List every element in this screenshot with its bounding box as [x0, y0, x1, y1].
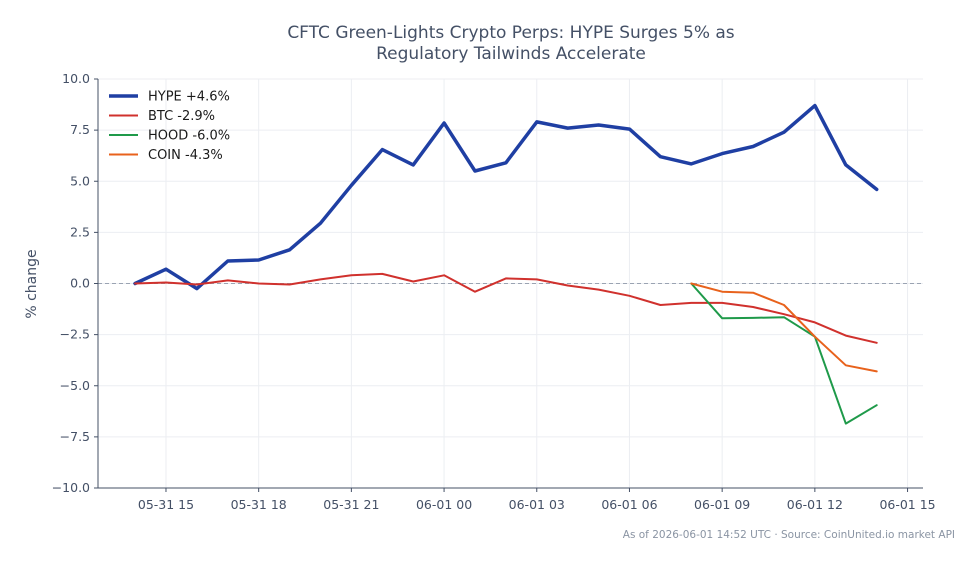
- x-tick-label-5: 06-01 06: [601, 497, 657, 512]
- chart-title-line-1: CFTC Green-Lights Crypto Perps: HYPE Sur…: [287, 23, 734, 43]
- chart-title-line-2: Regulatory Tailwinds Accelerate: [376, 44, 646, 64]
- x-tick-label-2: 05-31 21: [323, 497, 379, 512]
- y-tick-label-4: 0.0: [70, 276, 90, 291]
- x-tick-label-3: 06-01 00: [416, 497, 472, 512]
- x-tick-label-0: 05-31 15: [138, 497, 194, 512]
- y-tick-labels: 10.0 7.5 5.0 2.5 0.0 −2.5 −5.0 −7.5 −10.0: [52, 71, 98, 495]
- x-tick-label-6: 06-01 09: [694, 497, 750, 512]
- x-tick-labels: 05-31 15 05-31 18 05-31 21 06-01 00 06-01 03…: [138, 488, 936, 512]
- footer-source-note: As of 2026-06-01 14:52 UTC · Source: Coi…: [623, 529, 955, 541]
- x-tick-label-8: 06-01 15: [879, 497, 935, 512]
- legend: HYPE +4.6% BTC -2.9% HOOD -6.0% COIN -4.3%: [109, 90, 230, 163]
- series-line-hood: [690, 282, 878, 425]
- x-tick-label-4: 06-01 03: [509, 497, 565, 512]
- legend-label-hood: HOOD -6.0%: [148, 129, 230, 144]
- legend-label-btc: BTC -2.9%: [148, 109, 215, 124]
- y-tick-label-3: 2.5: [70, 224, 90, 239]
- y-tick-label-2: 5.0: [70, 173, 90, 188]
- y-tick-label-8: −10.0: [52, 480, 90, 495]
- y-axis-label: % change: [24, 249, 40, 318]
- y-tick-label-5: −2.5: [60, 327, 90, 342]
- series-line-hype: [133, 103, 879, 291]
- x-tick-label-7: 06-01 12: [787, 497, 843, 512]
- legend-label-coin: COIN -4.3%: [148, 148, 223, 163]
- series-line-coin: [690, 282, 878, 373]
- y-tick-label-0: 10.0: [62, 71, 90, 86]
- series-lines: [133, 103, 879, 425]
- y-tick-label-6: −5.0: [60, 378, 90, 393]
- x-tick-label-1: 05-31 18: [231, 497, 287, 512]
- y-tick-label-7: −7.5: [60, 429, 90, 444]
- series-line-btc: [134, 272, 878, 344]
- legend-label-hype: HYPE +4.6%: [148, 90, 230, 105]
- y-tick-label-1: 7.5: [70, 122, 90, 137]
